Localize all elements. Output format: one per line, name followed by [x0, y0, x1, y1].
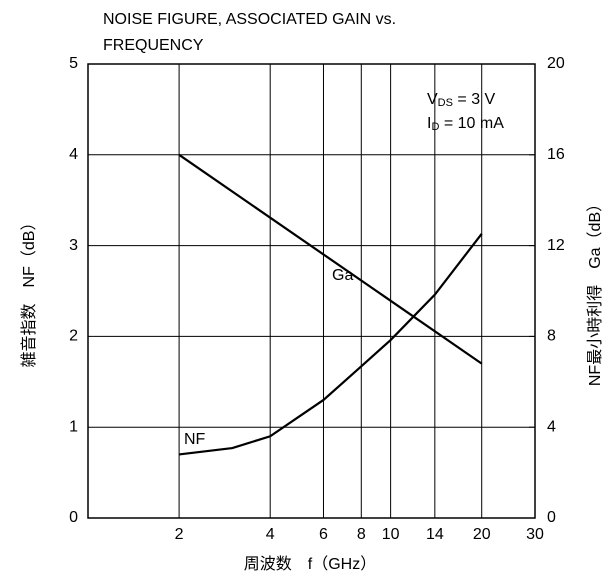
x-tick-label: 20 — [473, 526, 491, 543]
x-tick-label: 14 — [426, 526, 444, 543]
annotation: ID = 10 mA — [427, 115, 504, 133]
annotation-part: D — [431, 121, 439, 133]
annotation-part: = 10 mA — [439, 115, 504, 132]
plot-frame — [87, 63, 536, 519]
series-line — [178, 233, 483, 456]
y2-axis-label: NF最小時利得 Ga（dB） — [586, 196, 604, 386]
series-line — [178, 153, 483, 365]
annotation-part: = 3 V — [453, 91, 496, 108]
annotation: VDS = 3 V — [427, 91, 496, 109]
x-tick-label: 30 — [526, 526, 544, 543]
x-axis-label: 周波数 f（GHz） — [244, 555, 376, 573]
y-tick-label: 2 — [69, 328, 78, 345]
y-axis-label: 雑音指数 NF（dB） — [20, 215, 38, 368]
y-tick-label: 1 — [69, 418, 78, 435]
y2-tick-label: 4 — [547, 418, 556, 435]
series-label: Ga — [332, 267, 353, 284]
y2-tick-label: 16 — [547, 146, 565, 163]
y-tick-label: 0 — [69, 509, 78, 526]
x-tick-label: 4 — [266, 526, 275, 543]
chart-title: NOISE FIGURE, ASSOCIATED GAIN vs. — [103, 11, 396, 28]
annotation-part: I — [427, 115, 431, 132]
x-tick-label: 8 — [357, 526, 366, 543]
x-tick-label: 2 — [175, 526, 184, 543]
y2-tick-label: 0 — [547, 509, 556, 526]
chart-title: FREQUENCY — [103, 37, 204, 54]
x-tick-label: 6 — [319, 526, 328, 543]
y2-tick-label: 12 — [547, 237, 565, 254]
series-label: NF — [184, 431, 206, 448]
y-tick-label: 5 — [69, 55, 78, 72]
x-tick-label: 10 — [382, 526, 400, 543]
y-tick-label: 3 — [69, 237, 78, 254]
y-tick-label: 4 — [69, 146, 78, 163]
y2-tick-label: 8 — [547, 328, 556, 345]
y2-tick-label: 20 — [547, 55, 565, 72]
annotation-part: DS — [438, 97, 453, 109]
annotation-part: V — [427, 91, 438, 108]
